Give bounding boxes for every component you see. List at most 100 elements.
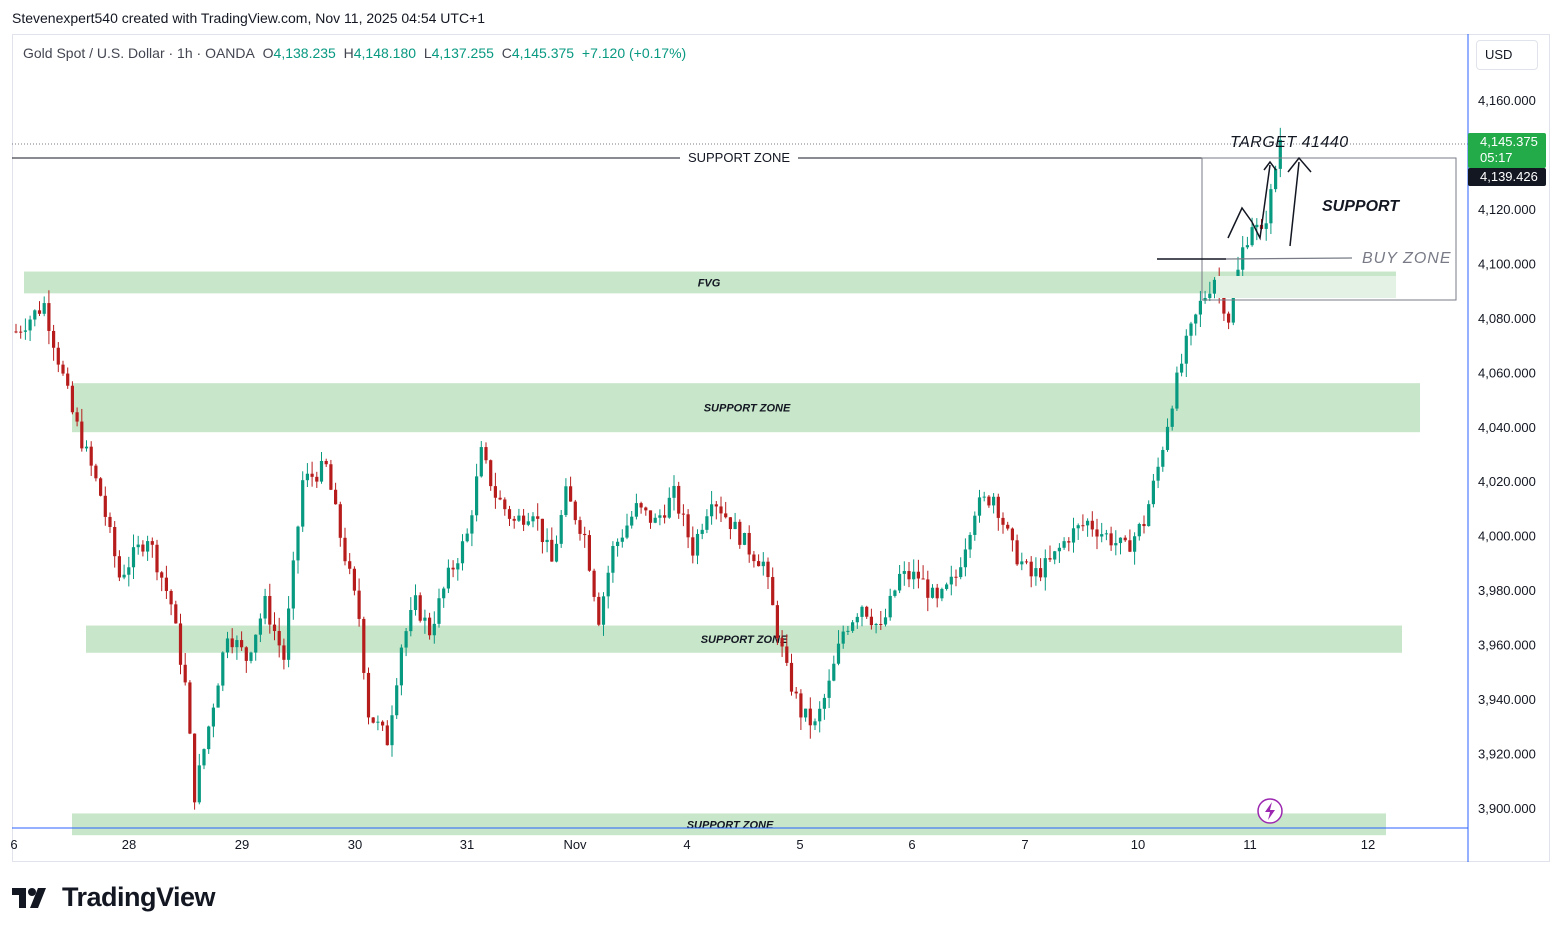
candle-body xyxy=(639,503,643,508)
candle xyxy=(258,613,262,643)
candle-body xyxy=(813,721,817,726)
candle xyxy=(141,540,145,557)
candle xyxy=(428,612,432,640)
candle-body xyxy=(489,460,493,487)
candle xyxy=(522,508,526,532)
candle-body xyxy=(282,645,286,660)
candle xyxy=(714,501,718,520)
y-tick-6: 4,040.000 xyxy=(1478,420,1536,435)
candle xyxy=(949,565,953,596)
candle-body xyxy=(573,501,577,521)
candle xyxy=(47,290,51,345)
x-tick-6: 4 xyxy=(683,837,690,852)
candle-body xyxy=(413,595,418,610)
candle xyxy=(785,634,789,667)
alert-icon[interactable] xyxy=(1257,798,1283,824)
currency-selector[interactable]: USD xyxy=(1476,40,1538,70)
zigzag-path xyxy=(1227,164,1271,241)
candle-body xyxy=(1118,537,1123,544)
support-label: SUPPORT xyxy=(1322,198,1400,215)
candle xyxy=(432,611,436,644)
low-value: 4,137.255 xyxy=(431,45,494,61)
candle xyxy=(240,631,244,651)
candle xyxy=(907,562,911,588)
candle-body xyxy=(272,624,277,632)
candle xyxy=(888,588,892,621)
candle xyxy=(1118,537,1123,555)
candle-body xyxy=(710,504,714,517)
candle-body xyxy=(1133,536,1137,552)
candle xyxy=(691,526,695,564)
y-tick-10: 3,960.000 xyxy=(1478,638,1536,653)
candle-body xyxy=(663,515,667,518)
candle-body xyxy=(1006,524,1010,529)
candle-body xyxy=(996,496,1000,518)
candle xyxy=(19,325,23,339)
y-tick-0: 4,160.000 xyxy=(1478,93,1536,108)
candle xyxy=(146,535,150,561)
candle xyxy=(559,509,563,548)
candle-body xyxy=(705,516,709,530)
candle-body xyxy=(569,486,573,502)
candle-body xyxy=(766,561,770,578)
candle xyxy=(822,693,826,720)
candle xyxy=(1128,529,1132,553)
candle-body xyxy=(221,652,225,686)
candle-body xyxy=(131,547,136,568)
symbol-legend[interactable]: Gold Spot / U.S. Dollar · 1h · OANDA O4,… xyxy=(23,45,686,61)
candle-body xyxy=(324,460,328,465)
candle xyxy=(799,689,803,731)
open-label: O xyxy=(262,45,274,61)
chart-frame[interactable] xyxy=(12,34,1550,862)
x-tick-labels: 6 28 29 30 31 Nov 4 5 6 7 10 11 12 xyxy=(10,837,1375,852)
candle-body xyxy=(879,623,883,625)
candle-body xyxy=(122,574,126,578)
candle-body xyxy=(912,571,916,580)
candle-body xyxy=(287,608,291,660)
candle xyxy=(940,587,944,602)
candle xyxy=(611,541,615,583)
candle xyxy=(1024,559,1029,565)
candle-body xyxy=(1147,504,1151,527)
candle xyxy=(982,491,986,502)
candle-body xyxy=(1245,245,1249,248)
candle-body xyxy=(150,541,154,545)
candle xyxy=(742,532,747,546)
candle-body xyxy=(437,598,441,624)
x-tick-9: 7 xyxy=(1021,837,1028,852)
candle-body xyxy=(747,532,751,555)
candle xyxy=(827,669,831,709)
price-tags: 4,145.375 05:17 4,139.426 xyxy=(1468,133,1546,186)
candle-body xyxy=(700,529,704,534)
candle xyxy=(423,609,427,634)
candle xyxy=(1006,521,1010,531)
candle-body xyxy=(536,516,540,519)
low-label: L xyxy=(423,45,432,61)
zone-label-0: FVG xyxy=(698,277,721,289)
candle xyxy=(512,515,516,529)
candle xyxy=(1147,500,1151,527)
candle xyxy=(700,523,704,540)
candle-body xyxy=(601,596,606,625)
candle-body xyxy=(404,631,408,648)
tradingview-logo[interactable]: TradingView xyxy=(12,882,216,913)
candle xyxy=(362,616,366,680)
candle xyxy=(385,720,389,746)
candle xyxy=(851,620,855,633)
candle-body xyxy=(616,541,620,547)
candle xyxy=(1189,321,1193,346)
zone-label-2: SUPPORT ZONE xyxy=(701,634,788,646)
zone-3 xyxy=(72,813,1386,836)
candle xyxy=(489,459,493,491)
candle-body xyxy=(277,631,281,646)
candle xyxy=(865,605,869,619)
candle xyxy=(592,568,596,602)
change-value: +7.120 (+0.17%) xyxy=(581,45,687,61)
candle-body xyxy=(291,560,295,609)
candle xyxy=(235,635,239,660)
candle-body xyxy=(930,587,935,598)
candle-body xyxy=(1165,426,1170,450)
candle-body xyxy=(80,421,84,449)
candle xyxy=(747,525,751,563)
